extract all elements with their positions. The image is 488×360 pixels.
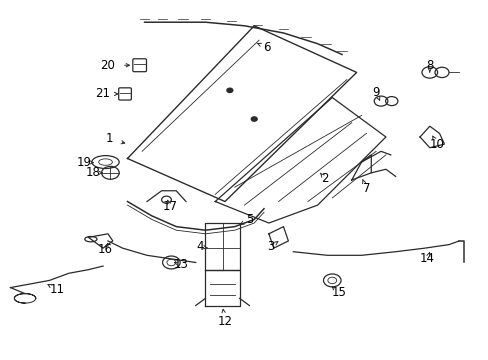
Text: 11: 11 <box>49 283 64 296</box>
Text: 4: 4 <box>196 240 203 253</box>
Text: 16: 16 <box>98 243 113 256</box>
Circle shape <box>251 117 257 121</box>
Text: 21: 21 <box>95 87 110 100</box>
Text: 9: 9 <box>372 86 379 99</box>
Text: 13: 13 <box>173 258 188 271</box>
Text: 19: 19 <box>77 156 92 168</box>
Text: 18: 18 <box>86 166 101 179</box>
Text: 5: 5 <box>245 213 253 226</box>
Text: 6: 6 <box>262 41 270 54</box>
Text: 17: 17 <box>163 201 178 213</box>
Text: 2: 2 <box>321 172 328 185</box>
Text: 14: 14 <box>419 252 434 265</box>
Text: 12: 12 <box>217 315 232 328</box>
Text: 15: 15 <box>331 287 346 300</box>
Text: 1: 1 <box>105 132 112 145</box>
Text: 8: 8 <box>425 59 432 72</box>
Text: 7: 7 <box>362 183 369 195</box>
Text: 10: 10 <box>429 138 444 150</box>
Text: 3: 3 <box>267 240 274 253</box>
Text: 20: 20 <box>101 59 115 72</box>
Circle shape <box>226 88 232 93</box>
